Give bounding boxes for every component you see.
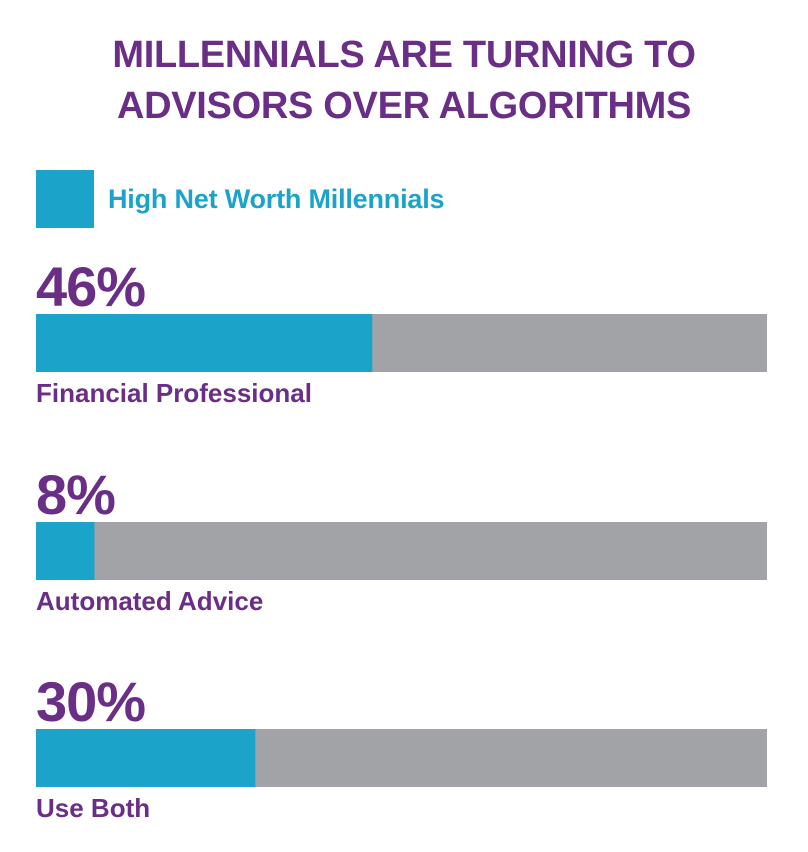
legend-swatch [36,170,94,228]
bar-use-both [36,729,256,787]
bar-track-automated-advice [36,522,767,580]
chart-title-line-2: ADVISORS OVER ALGORITHMS [116,85,692,127]
chart-title: MILLENNIALS ARE TURNING TO ADVISORS OVER… [0,30,808,132]
legend-label: High Net Worth Millennials [108,183,445,214]
category-label-use-both: Use Both [36,793,150,823]
value-label-financial-professional: 46% [36,255,145,318]
category-label-financial-professional: Financial Professional [36,378,312,408]
legend: High Net Worth Millennials [36,170,445,228]
chart-title-line-1: MILLENNIALS ARE TURNING TO [112,34,696,76]
bar-automated-advice [36,522,95,580]
bar-financial-professional [36,314,373,372]
value-label-automated-advice: 8% [36,463,115,526]
value-label-use-both: 30% [36,670,145,733]
category-label-automated-advice: Automated Advice [36,586,263,616]
